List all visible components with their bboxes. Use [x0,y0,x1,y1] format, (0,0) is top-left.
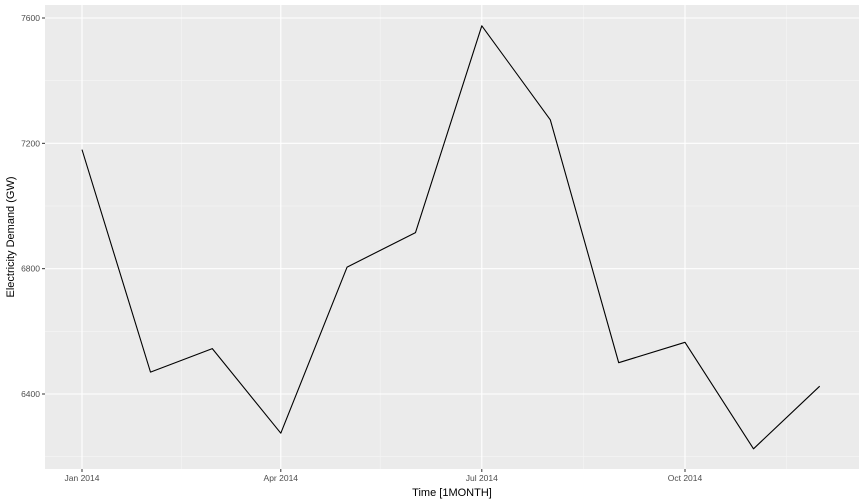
x-tick-label: Jul 2014 [466,473,498,483]
x-axis: Jan 2014 Apr 2014 Jul 2014 Oct 2014 [65,469,703,483]
x-tick-label: Oct 2014 [668,473,703,483]
minor-gridlines [45,5,859,469]
y-tick-label: 7600 [21,13,40,23]
series-layer [81,25,821,450]
x-axis-title: Time [1MONTH] [412,487,492,499]
major-gridlines [45,5,859,469]
y-tick-label: 6800 [21,264,40,274]
y-axis: 6400 6800 7200 7600 [21,13,45,399]
y-tick-label: 6400 [21,389,40,399]
series-line [81,25,821,450]
y-axis-title: Electricity Demand (GW) [5,176,17,297]
y-tick-label: 7200 [21,138,40,148]
plot-panel [45,5,859,469]
x-tick-label: Jan 2014 [65,473,100,483]
x-tick-label: Apr 2014 [264,473,299,483]
